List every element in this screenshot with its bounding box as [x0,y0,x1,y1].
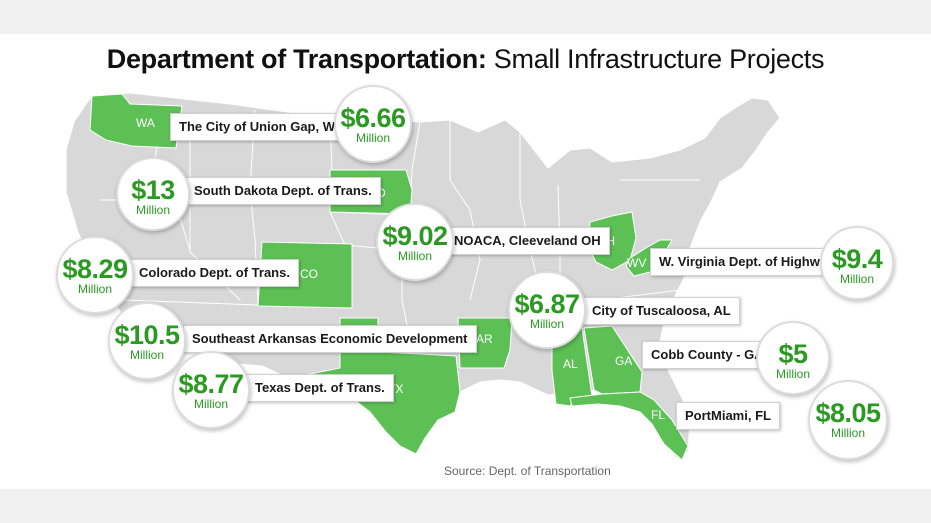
amount-bubble-union-gap: $6.66 Million [334,85,412,163]
top-band [0,0,931,34]
amount-unit: Million [77,282,112,296]
project-label-texas: Texas Dept. of Trans. [246,374,394,402]
amount-bubble-colorado: $8.29 Million [56,236,134,314]
amount-value: $6.66 [340,103,406,133]
amount-bubble-south-dakota: $13 Million [116,157,190,231]
amount-bubble-noaca: $9.02 Million [376,203,454,281]
amount-value: $8.05 [815,398,881,428]
amount-value: $6.87 [514,289,580,319]
amount-bubble-cobb-county: $5 Million [756,321,830,395]
state-label-ar: AR [476,332,493,346]
state-label-al: AL [563,357,578,371]
project-label-south-dakota: South Dakota Dept. of Trans. [185,177,381,205]
amount-bubble-texas: $8.77 Million [172,351,250,429]
amount-value: $9.4 [831,244,883,274]
project-label-noaca: NOACA, Cleeveland OH [445,227,610,255]
amount-unit: Million [839,272,874,286]
amount-unit: Million [135,203,170,217]
state-label-wa: WA [136,116,155,130]
state-label-ga: GA [615,354,633,368]
amount-unit: Million [830,426,865,440]
amount-value: $8.29 [62,254,128,284]
amount-value: $10.5 [114,320,180,350]
amount-bubble-west-virginia: $9.4 Million [820,226,894,300]
title-bold: Department of Transportation: [106,44,487,74]
title-regular: Small Infrastructure Projects [493,44,825,74]
project-label-tuscaloosa: City of Tuscaloosa, AL [583,297,740,325]
project-label-union-gap: The City of Union Gap, WA [170,113,353,141]
amount-unit: Million [529,317,564,331]
project-label-cobb-county: Cobb County - GA [642,341,773,369]
amount-bubble-arkansas: $10.5 Million [108,302,186,380]
project-label-west-virginia: W. Virginia Dept. of Highways [650,248,851,276]
amount-unit: Million [397,249,432,263]
amount-value: $5 [778,339,808,369]
amount-value: $9.02 [382,221,448,251]
state-wa [89,93,183,149]
bottom-band [0,489,931,523]
amount-unit: Million [355,131,390,145]
source-note: Source: Dept. of Transportation [444,464,611,478]
amount-unit: Million [193,397,228,411]
project-label-portmiami: PortMiami, FL [676,402,780,430]
state-label-fl: FL [651,408,666,422]
state-fl [569,391,689,461]
page-title: Department of Transportation: Small Infr… [0,44,931,75]
project-label-arkansas: Southeast Arkansas Economic Development [183,325,477,353]
project-label-colorado: Colorado Dept. of Trans. [130,259,299,287]
state-label-wv: WV [627,256,647,270]
amount-bubble-portmiami: $8.05 Million [808,380,888,460]
amount-value: $8.77 [178,369,244,399]
amount-unit: Million [775,367,810,381]
state-label-co: CO [300,267,318,281]
amount-unit: Million [129,348,164,362]
amount-value: $13 [131,175,175,205]
amount-bubble-tuscaloosa: $6.87 Million [508,271,586,349]
